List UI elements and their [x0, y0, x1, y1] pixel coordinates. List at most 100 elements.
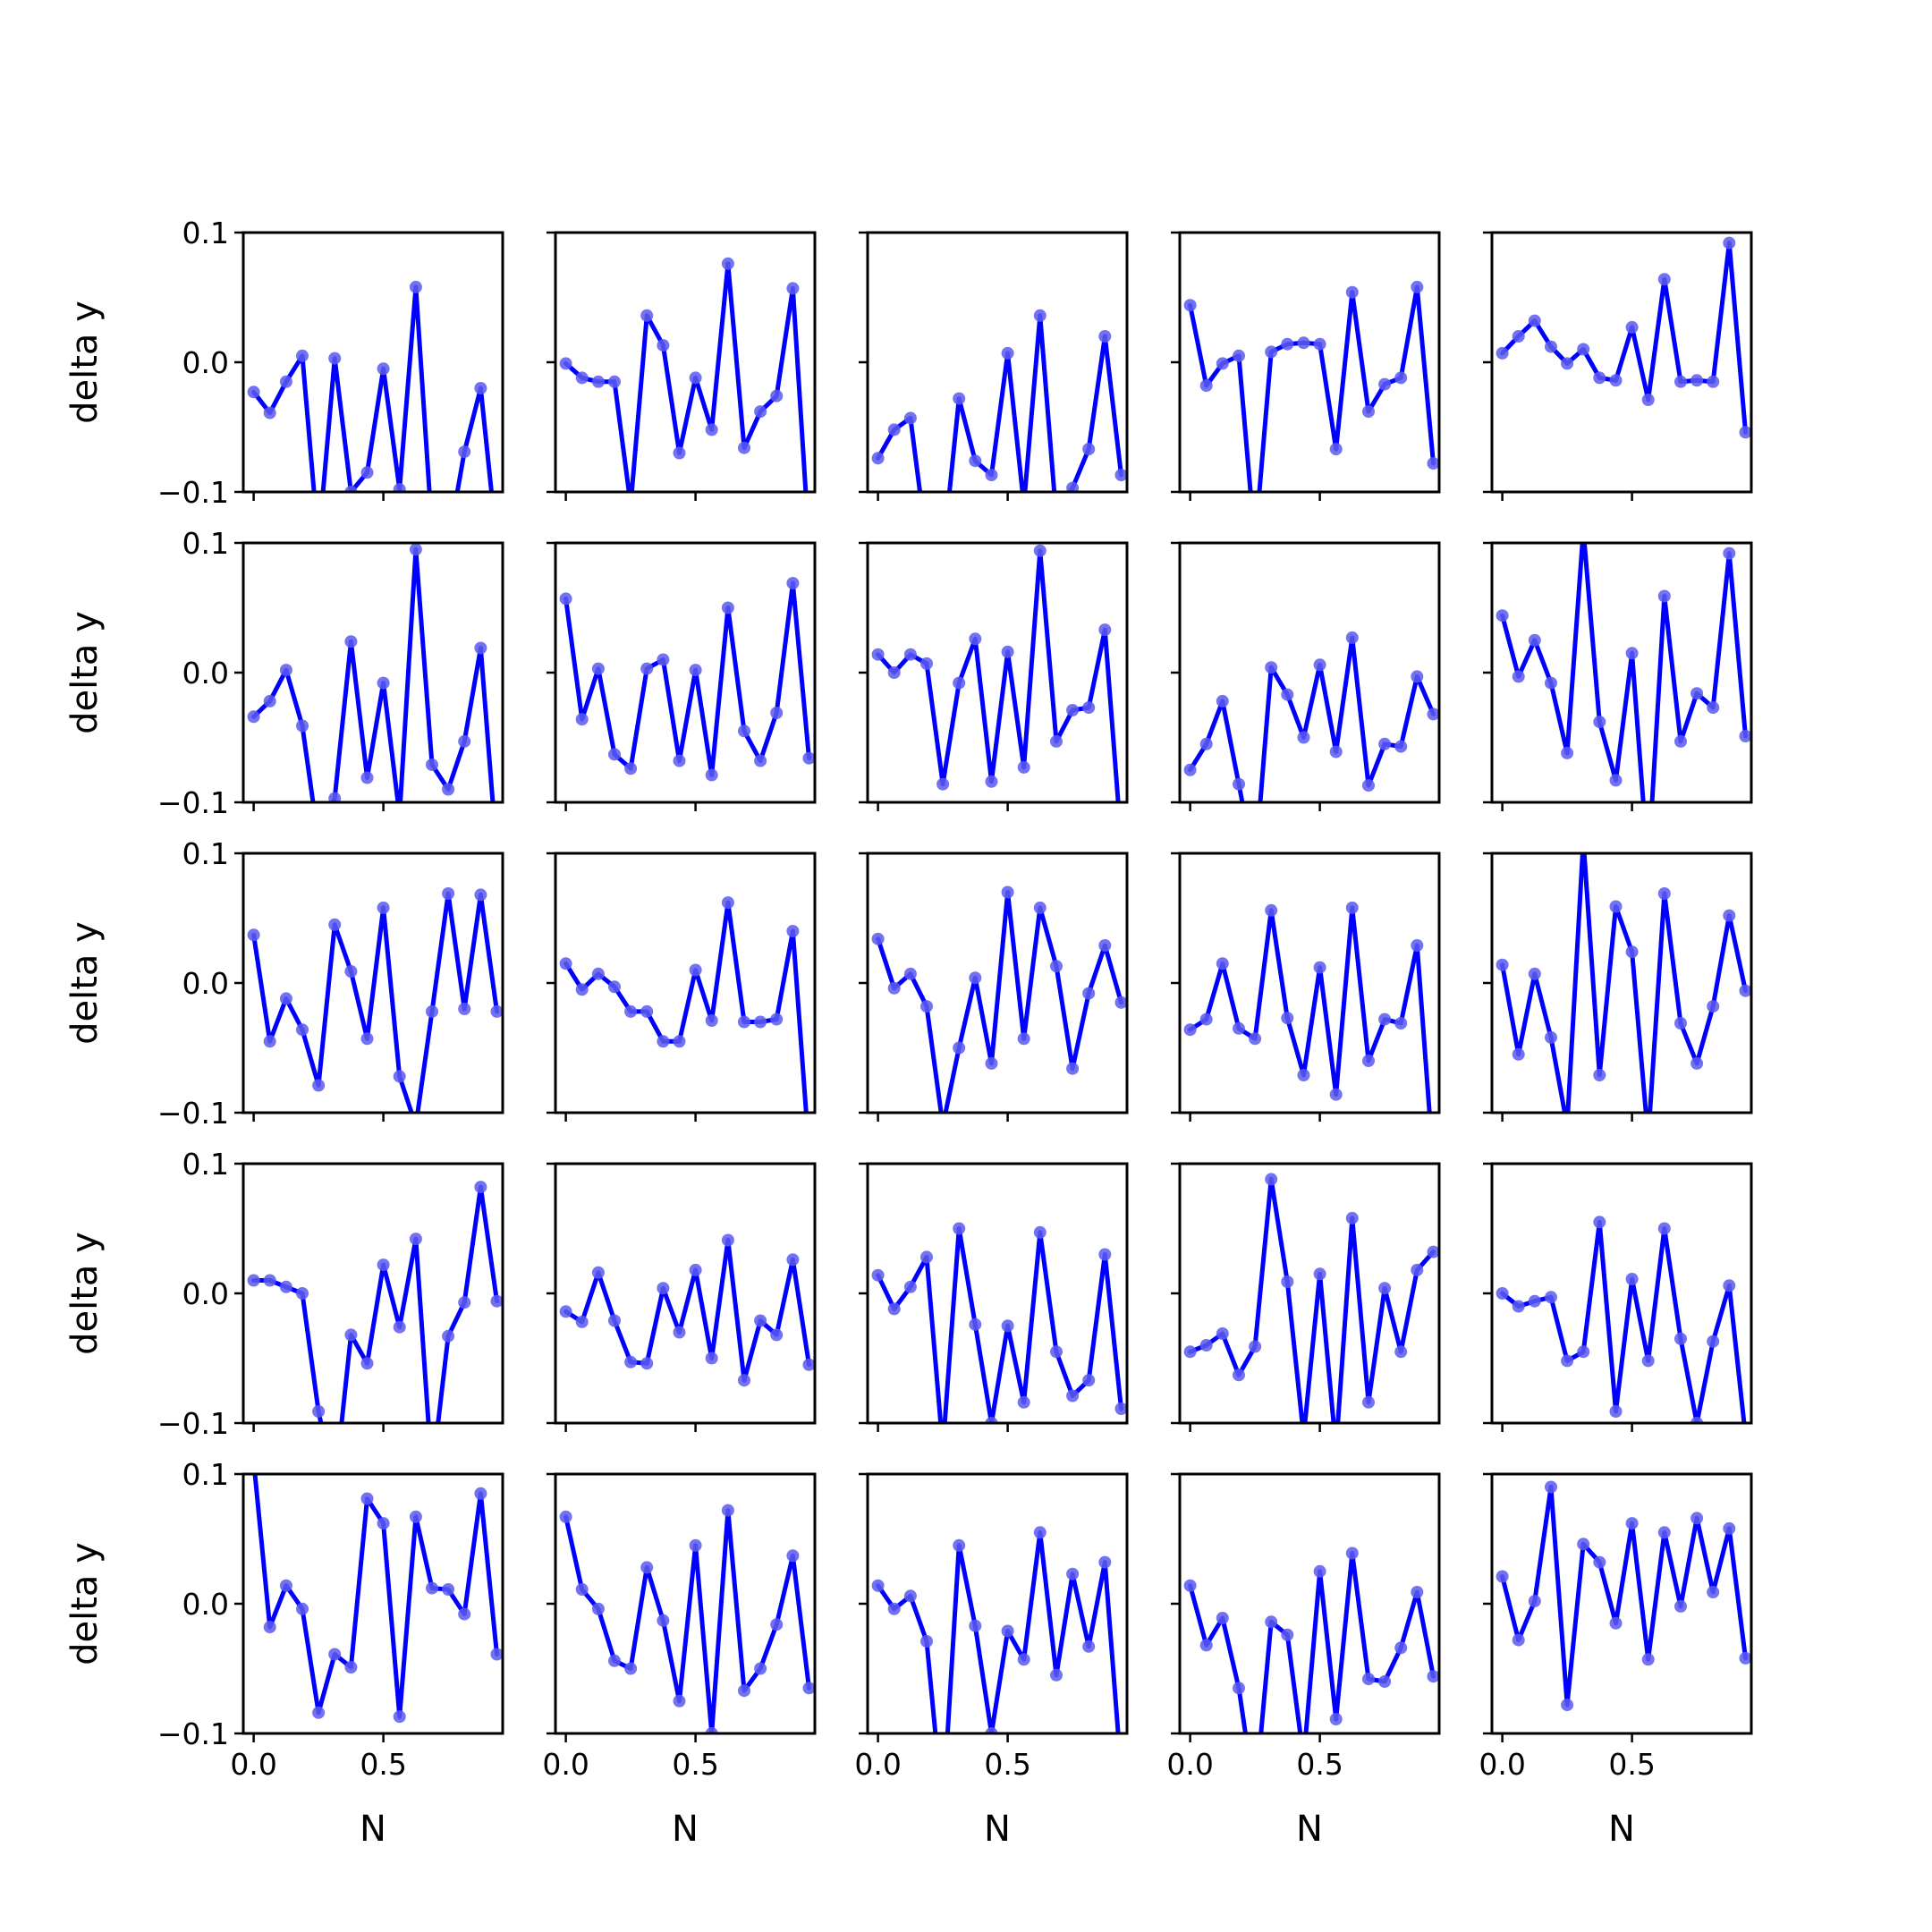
axes-frame [554, 852, 817, 1114]
data-point [721, 257, 734, 270]
x-axis-label: N [672, 1809, 699, 1850]
data-point [1297, 1069, 1310, 1081]
data-point [1183, 763, 1197, 776]
data-point [1098, 939, 1112, 952]
plot-area [1496, 1216, 1747, 1423]
data-point [1033, 1526, 1046, 1539]
data-point [328, 352, 342, 365]
data-point [458, 445, 471, 459]
data-point [1593, 1069, 1606, 1081]
data-point [953, 392, 966, 405]
y-tick-label: 0.1 [182, 836, 229, 871]
data-point [871, 648, 885, 661]
data-point [1033, 544, 1046, 557]
data-point [344, 965, 358, 978]
data-point [1313, 1267, 1326, 1281]
y-tick-label: 0.1 [182, 1457, 229, 1492]
series-line [876, 1530, 1121, 1733]
data-point [458, 1296, 471, 1309]
data-point [689, 1538, 702, 1552]
subplot-2-3 [859, 541, 1129, 811]
data-point [1249, 1032, 1262, 1046]
data-point [1233, 1021, 1245, 1035]
plot-area [1183, 901, 1432, 1113]
data-point [640, 309, 654, 322]
data-point [409, 280, 422, 293]
data-point [1394, 371, 1408, 385]
data-point [263, 406, 276, 419]
data-point [1625, 1517, 1639, 1530]
data-point [903, 1589, 917, 1603]
series-line [1188, 1551, 1436, 1733]
data-point [1593, 371, 1606, 385]
plot-area [247, 543, 496, 848]
data-point [1674, 1017, 1687, 1030]
data-point [1298, 1430, 1310, 1443]
data-point [936, 777, 950, 791]
data-point [770, 389, 784, 402]
data-point [1496, 1287, 1509, 1300]
data-point [410, 1120, 422, 1132]
data-point [1642, 1132, 1655, 1145]
data-point [903, 411, 917, 425]
data-point [1657, 589, 1671, 603]
subplot-1-1: −0.1 0.0 0.1 delta y [64, 216, 504, 510]
data-point [1265, 1173, 1278, 1186]
data-point [1216, 1612, 1229, 1624]
data-point [770, 1013, 784, 1026]
subplot-2-1: −0.1 0.0 0.1 delta y [64, 526, 504, 848]
data-point [624, 762, 638, 775]
data-point [328, 792, 342, 802]
data-point [296, 1602, 309, 1615]
data-point [1545, 1291, 1557, 1304]
data-point [1512, 1633, 1525, 1647]
data-point [247, 710, 260, 724]
y-tick-label: −0.1 [157, 475, 229, 510]
data-point [1427, 708, 1439, 721]
data-point [1657, 887, 1671, 900]
data-point [1593, 716, 1606, 729]
data-point [920, 1635, 933, 1648]
data-point [1723, 1521, 1736, 1535]
data-point [920, 1250, 933, 1264]
data-point [1674, 734, 1687, 748]
data-point [1545, 676, 1557, 690]
data-point [1033, 309, 1046, 322]
data-point [1593, 1216, 1606, 1229]
data-point [442, 1329, 455, 1343]
data-point [1427, 457, 1439, 470]
x-tick-label: 0.0 [854, 1747, 901, 1782]
data-point [1199, 1013, 1213, 1026]
data-point [279, 992, 292, 1005]
data-point [1066, 1062, 1080, 1075]
data-point [296, 349, 309, 362]
data-point [1345, 1211, 1359, 1224]
data-point [1082, 1640, 1096, 1653]
data-point [360, 771, 374, 784]
plot-area [247, 887, 503, 1132]
data-point [344, 1328, 358, 1342]
data-point [393, 1710, 406, 1724]
data-point [312, 835, 325, 848]
data-point [1345, 901, 1359, 914]
series-line [252, 1474, 499, 1719]
data-point [1362, 405, 1375, 419]
data-point [474, 1181, 487, 1194]
data-point [786, 1549, 800, 1563]
series-line [251, 547, 496, 802]
data-point [1657, 1222, 1671, 1235]
data-point [279, 1280, 292, 1293]
series-line [1500, 1219, 1747, 1423]
x-tick-label: 0.0 [1166, 1747, 1213, 1782]
y-tick-label: 0.1 [182, 1147, 229, 1182]
plot-area [1496, 543, 1751, 802]
data-point [360, 1492, 374, 1505]
data-point [705, 1014, 718, 1027]
data-point [953, 1538, 966, 1552]
data-point [1411, 1586, 1424, 1598]
data-point [1362, 1673, 1375, 1686]
data-point [263, 1274, 276, 1287]
data-point [490, 1648, 503, 1661]
data-point [1723, 1279, 1736, 1292]
